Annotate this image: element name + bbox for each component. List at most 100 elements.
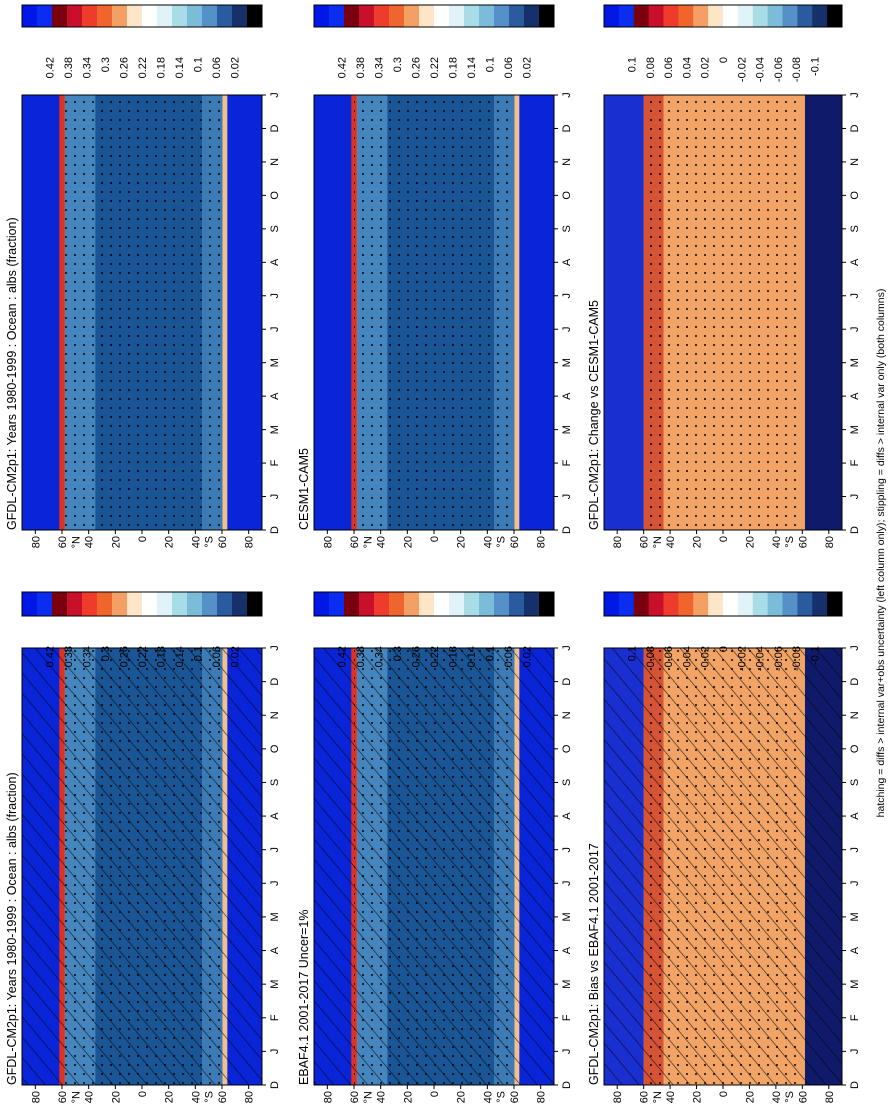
month-tick-label: N [269, 158, 281, 166]
month-tick-label: D [849, 526, 861, 534]
colorbar-frame [603, 591, 843, 617]
colorbar-swatch [464, 5, 480, 27]
colorbar-swatch [67, 592, 83, 616]
colorbar-label: 0.02 [521, 57, 533, 78]
colorbar-swatch [812, 592, 828, 616]
colorbar-swatch [172, 5, 188, 27]
colorbar-swatch [172, 592, 188, 616]
colorbar-label: 0.14 [466, 57, 478, 78]
lat-tick-label: 40 [482, 536, 494, 548]
lat-tick-label: 60 [509, 536, 521, 548]
month-tick-label: A [849, 812, 861, 820]
hatch-overlay [604, 648, 842, 1085]
month-tick-label: J [269, 92, 281, 98]
colorbar-swatch [494, 5, 510, 27]
month-tick-label: F [269, 1014, 281, 1021]
lat-tick-label: 0 [137, 536, 149, 542]
colorbar-swatch [618, 592, 635, 616]
colorbar-label: 0.04 [681, 646, 693, 667]
field-south-edge [222, 95, 228, 530]
colorbar-swatch [22, 5, 38, 27]
colorbar-label: 0.02 [700, 57, 712, 78]
lat-hemi-south: °S [496, 536, 508, 548]
hatch-overlay [314, 648, 554, 1085]
lat-tick-label: 80 [824, 1091, 836, 1103]
lat-tick-label: 80 [612, 536, 624, 548]
panel-title: GFDL-CM2p1: Bias vs EBAF4.1 2001-2017 [587, 843, 601, 1085]
colorbar-label: 0.18 [155, 57, 167, 78]
month-tick-label: F [561, 459, 573, 466]
lat-tick-label: 20 [456, 536, 468, 548]
colorbar: 0.42 0.38 0.34 0.3 0.26 0.22 0.18 0.14 0.1 0.06 0.… [21, 591, 263, 667]
colorbar-swatch [187, 5, 203, 27]
lat-tick-label: 80 [244, 536, 256, 548]
month-tick-label: O [849, 744, 861, 753]
colorbar-swatch [767, 5, 783, 27]
month-tick-label: J [269, 1049, 281, 1055]
lat-tick-label: 20 [456, 1091, 468, 1103]
lat-tick-label: 20 [110, 536, 122, 548]
month-tick-label: F [269, 459, 281, 466]
lat-hemi-south: °S [204, 1091, 216, 1103]
field-north-polar [22, 95, 60, 530]
colorbar-frame [21, 591, 263, 617]
lat-tick-label: 20 [402, 1091, 414, 1103]
colorbar-label: 0.3 [100, 646, 112, 661]
colorbar-swatch [52, 592, 68, 616]
month-tick-label: F [849, 459, 861, 466]
month-tick-label: M [561, 358, 573, 367]
colorbar-swatch [67, 5, 83, 27]
lat-tick-label: 0 [718, 536, 730, 542]
lat-tick-label: 40 [190, 536, 202, 548]
colorbar-swatch [524, 592, 540, 616]
lat-tick-label: 60 [349, 1091, 361, 1103]
colorbar-label: 0.26 [119, 57, 131, 78]
colorbar-label: 0.06 [211, 646, 223, 667]
colorbar-swatch [157, 5, 173, 27]
colorbar-swatch [509, 592, 525, 616]
colorbar-swatch [494, 592, 510, 616]
colorbar-label: -0.02 [736, 57, 748, 82]
colorbar-label: 0.02 [229, 57, 241, 78]
colorbar: 0.42 0.38 0.34 0.3 0.26 0.22 0.18 0.14 0.1 0.06 0.… [313, 4, 555, 78]
panel-bottom-left: 80 60 40 20 0 20 40 60 80 °N °S D J F M A M J J A S O N D J GFDL-… [587, 591, 861, 1103]
colorbar-swatch [202, 592, 218, 616]
month-tick-label: J [269, 645, 281, 651]
colorbar-swatch [663, 5, 679, 27]
month-tick-label: J [561, 1049, 573, 1055]
colorbar-swatch [359, 592, 375, 616]
colorbar-label: 0.18 [447, 57, 459, 78]
colorbar-swatch [37, 592, 53, 616]
figure-footnote: hatching = diffs > internal var+obs unce… [875, 289, 887, 818]
month-tick-label: A [269, 392, 281, 400]
lat-tick-label: 20 [744, 1091, 756, 1103]
lat-tick-label: 80 [30, 1091, 42, 1103]
colorbar-label: 0.1 [192, 646, 204, 661]
colorbar-swatch [723, 5, 739, 27]
lat-tick-label: 80 [322, 1091, 334, 1103]
colorbar-frame [603, 4, 843, 28]
month-tick-label: S [849, 225, 861, 232]
colorbar-label: 0.1 [484, 646, 496, 661]
colorbar-label: 0.06 [503, 646, 515, 667]
colorbar-swatch [374, 592, 390, 616]
colorbar-swatch [329, 5, 345, 27]
hatch-overlay [22, 648, 262, 1085]
panel-title: EBAF4.1 2001-2017 Uncer=1% [297, 910, 311, 1085]
month-tick-label: M [561, 912, 573, 921]
month-tick-label: N [561, 158, 573, 166]
colorbar-swatch [142, 592, 158, 616]
colorbar-swatch [82, 5, 98, 27]
colorbar-swatch [449, 5, 465, 27]
colorbar-frame [313, 4, 555, 28]
colorbar-swatch [827, 592, 843, 616]
colorbar: 0.1 0.08 0.06 0.04 0.02 0 -0.02 -0.04 -0.06 -0.08… [603, 4, 843, 82]
month-tick-label: J [561, 881, 573, 887]
month-tick-label: O [561, 744, 573, 753]
colorbar-label: 0.02 [700, 646, 712, 667]
colorbar-swatch [633, 5, 650, 27]
lat-tick-label: 40 [190, 1091, 202, 1103]
colorbar-label: 0.38 [63, 646, 75, 667]
colorbar-swatch [232, 5, 248, 27]
